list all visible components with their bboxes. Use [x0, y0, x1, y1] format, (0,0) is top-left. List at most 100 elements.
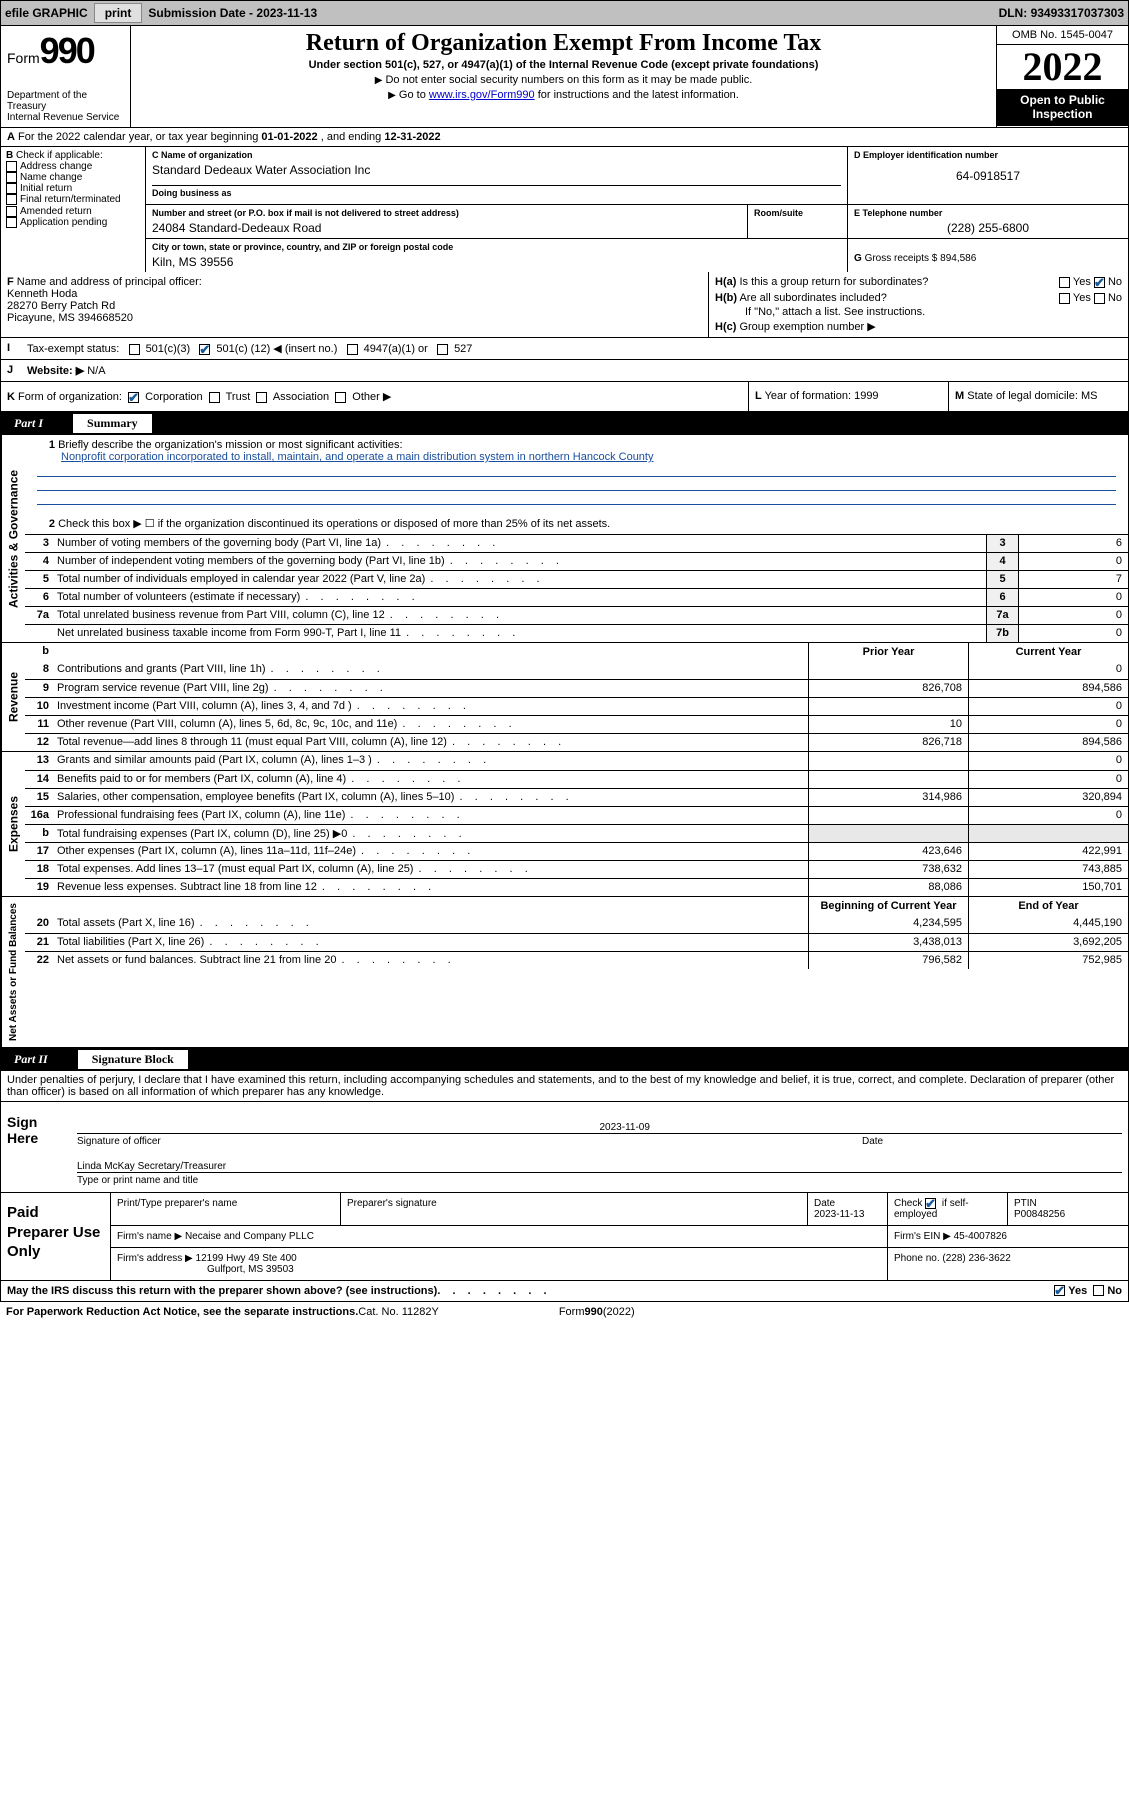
checkbox-discuss-yes[interactable]: [1054, 1285, 1065, 1296]
table-row: 9Program service revenue (Part VIII, lin…: [25, 679, 1128, 697]
checkbox-501c[interactable]: [199, 344, 210, 355]
checkbox-527[interactable]: [437, 344, 448, 355]
table-row: 18Total expenses. Add lines 13–17 (must …: [25, 860, 1128, 878]
table-row: 20Total assets (Part X, line 16)4,234,59…: [25, 915, 1128, 933]
check-if-label: Check if applicable:: [16, 150, 103, 161]
prior-value: [808, 752, 968, 770]
checkbox-amended[interactable]: [6, 206, 17, 217]
part2-title: Signature Block: [78, 1050, 188, 1069]
checkbox-trust[interactable]: [209, 392, 220, 403]
checkbox-address-change[interactable]: [6, 161, 17, 172]
addr-cell: Number and street (or P.O. box if mail i…: [146, 205, 748, 238]
line-desc: Total revenue—add lines 8 through 11 (mu…: [53, 734, 808, 751]
amended-label: Amended return: [20, 206, 92, 217]
tel-cell: E Telephone number (228) 255-6800: [848, 205, 1128, 238]
prior-value: [808, 771, 968, 788]
d-ein-cell: D Employer identification number 64-0918…: [848, 147, 1128, 204]
checkbox-ha-no[interactable]: [1094, 277, 1105, 288]
dln-val: 93493317037303: [1031, 6, 1124, 20]
checkbox-assoc[interactable]: [256, 392, 267, 403]
section-revenue: Revenue b Prior Year Current Year 8Contr…: [0, 643, 1129, 752]
checkbox-self-employed[interactable]: [925, 1198, 936, 1209]
line-num: 10: [25, 698, 53, 715]
row-a-label: A: [7, 131, 15, 143]
table-row: 22Net assets or fund balances. Subtract …: [25, 951, 1128, 969]
row-a-pre: For the 2022 calendar year, or tax year …: [18, 131, 261, 143]
line-num: 14: [25, 771, 53, 788]
current-value: 0: [968, 716, 1128, 733]
checkbox-other[interactable]: [335, 392, 346, 403]
form-org-label: Form of organization:: [18, 391, 122, 403]
table-row: 11Other revenue (Part VIII, column (A), …: [25, 715, 1128, 733]
gross-cell: G Gross receipts $ 894,586: [848, 239, 1128, 272]
header-right: OMB No. 1545-0047 2022 Open to Public In…: [996, 26, 1128, 127]
sig-date: 2023-11-09: [600, 1122, 1123, 1133]
gross-value: 894,586: [940, 253, 976, 264]
officer-addr2: Picayune, MS 394668520: [7, 312, 133, 324]
name-org-label: Name of organization: [161, 150, 253, 160]
l5-val: 7: [1018, 571, 1128, 588]
city-label: City or town, state or province, country…: [152, 242, 453, 252]
box-5: 5: [986, 571, 1018, 588]
checkbox-name-change[interactable]: [6, 172, 17, 183]
table-row: 16aProfessional fundraising fees (Part I…: [25, 806, 1128, 824]
print-button[interactable]: print: [94, 3, 143, 23]
website-label: Website: ▶: [27, 365, 84, 377]
tax-year: 2022: [997, 45, 1128, 89]
current-value: 4,445,190: [968, 915, 1128, 933]
line-desc: Total assets (Part X, line 16): [53, 915, 808, 933]
addr-change-label: Address change: [20, 161, 92, 172]
current-value: 0: [968, 771, 1128, 788]
preparer-row: Paid Preparer Use Only Print/Type prepar…: [0, 1193, 1129, 1281]
room-cell: Room/suite: [748, 205, 848, 238]
line-desc: Total liabilities (Part X, line 26): [53, 934, 808, 951]
c-name-cell: C Name of organization Standard Dedeaux …: [146, 147, 848, 204]
row-i: I Tax-exempt status: 501(c)(3) 501(c) (1…: [0, 338, 1129, 360]
prior-value: 796,582: [808, 952, 968, 969]
yes-label: Yes: [1073, 276, 1091, 288]
checkbox-ha-yes[interactable]: [1059, 277, 1070, 288]
checkbox-discuss-no[interactable]: [1093, 1285, 1104, 1296]
hb-note: If "No," attach a list. See instructions…: [745, 306, 1122, 318]
checkbox-application[interactable]: [6, 217, 17, 228]
row-j: J Website: ▶ N/A: [0, 360, 1129, 382]
addr-value: 24084 Standard-Dedeaux Road: [152, 221, 741, 235]
opt-trust: Trust: [226, 391, 251, 403]
declaration-text: Under penalties of perjury, I declare th…: [0, 1071, 1129, 1102]
checkbox-hb-yes[interactable]: [1059, 293, 1070, 304]
year-formation: 1999: [854, 390, 878, 402]
ptin-label: PTIN: [1014, 1198, 1037, 1209]
current-value: 752,985: [968, 952, 1128, 969]
header-line1: Do not enter social security numbers on …: [385, 74, 752, 86]
checkbox-corp[interactable]: [128, 392, 139, 403]
dba-label: Doing business as: [152, 188, 232, 198]
line-num: 18: [25, 861, 53, 878]
yes-label2: Yes: [1073, 292, 1091, 304]
line-desc: Investment income (Part VIII, column (A)…: [53, 698, 808, 715]
prep-print-label: Print/Type preparer's name: [111, 1193, 341, 1225]
table-row: 17Other expenses (Part IX, column (A), l…: [25, 842, 1128, 860]
submission-date: Submission Date - 2023-11-13: [148, 6, 317, 20]
firm-addr1: 12199 Hwy 49 Ste 400: [196, 1253, 297, 1264]
line-num: 8: [25, 661, 53, 679]
checkbox-4947[interactable]: [347, 344, 358, 355]
checkbox-hb-no[interactable]: [1094, 293, 1105, 304]
checkbox-final-return[interactable]: [6, 194, 17, 205]
domicile: MS: [1081, 390, 1098, 402]
l6-val: 0: [1018, 589, 1128, 606]
l7b-val: 0: [1018, 625, 1128, 642]
opt-other: Other ▶: [352, 391, 391, 403]
phone-value: (228) 236-3622: [942, 1253, 1010, 1264]
irs-link[interactable]: www.irs.gov/Form990: [429, 89, 535, 101]
checkbox-initial-return[interactable]: [6, 183, 17, 194]
line-desc: Program service revenue (Part VIII, line…: [53, 680, 808, 697]
initial-return-label: Initial return: [20, 183, 72, 194]
footer-row: For Paperwork Reduction Act Notice, see …: [0, 1301, 1129, 1322]
box-3: 3: [986, 535, 1018, 552]
website-value: N/A: [87, 365, 105, 377]
discuss-yes: Yes: [1068, 1285, 1087, 1297]
checkbox-501c3[interactable]: [129, 344, 140, 355]
table-row: 13Grants and similar amounts paid (Part …: [25, 752, 1128, 770]
footer-form-label: Form: [559, 1306, 585, 1318]
line-desc: Total fundraising expenses (Part IX, col…: [53, 825, 808, 842]
